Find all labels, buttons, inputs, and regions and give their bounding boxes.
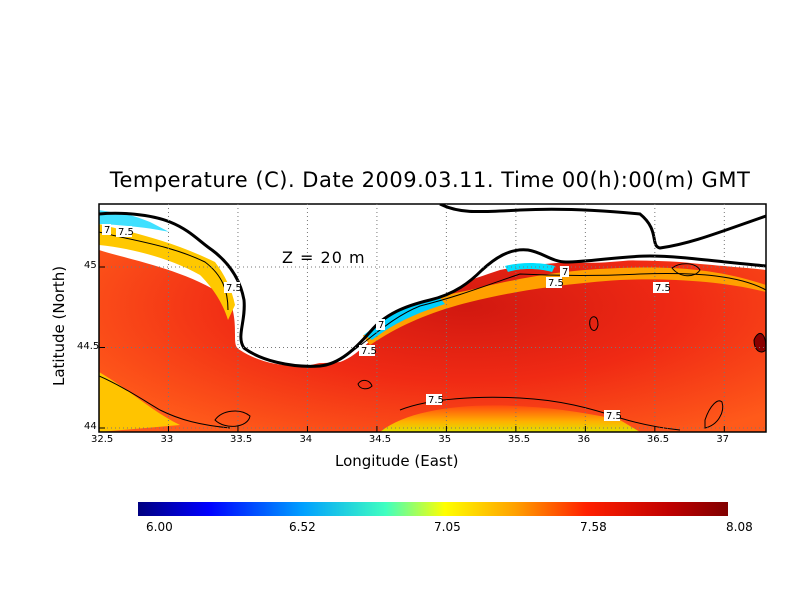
contour-label-box (102, 224, 111, 235)
contour-label: 7 (562, 267, 568, 278)
x-tick-label: 33 (160, 434, 174, 445)
contour-label: 7.5 (548, 278, 564, 289)
contour-7-5-south (99, 375, 681, 431)
contour-label: 7 (104, 225, 110, 236)
contour-label-box (546, 277, 562, 288)
x-tick-label: 34 (299, 434, 313, 445)
x-tick-label: 34.5 (368, 434, 392, 445)
contour-label: 7.5 (606, 411, 622, 422)
x-tick-label: 35 (438, 434, 452, 445)
colorbar-label: 7.05 (434, 520, 461, 534)
contour-label-box (604, 410, 620, 421)
x-tick-label: 37 (716, 434, 730, 445)
colorbar-label: 8.08 (726, 520, 753, 534)
colorbar-label: 6.00 (146, 520, 173, 534)
contour-label-box (224, 282, 240, 293)
northern-cool-band (360, 267, 766, 345)
y-tick-label: 44.5 (77, 340, 100, 352)
colorbar (138, 502, 728, 516)
y-tick-marks (99, 266, 105, 429)
y-tick-label: 44 (84, 421, 97, 432)
y-axis-title: Latitude (North) (50, 265, 68, 386)
contour-label-box (116, 226, 132, 237)
x-tick-label: 35.5 (507, 434, 531, 445)
contour-label: 7.5 (655, 283, 671, 294)
contour-label-box (359, 345, 375, 356)
map-title: Temperature (C). Date 2009.03.11. Time 0… (109, 168, 751, 192)
southern-cool-band (99, 372, 180, 432)
contour-label: 7.5 (361, 346, 377, 357)
x-axis-title: Longitude (East) (335, 452, 459, 470)
coastline (99, 211, 766, 368)
x-tick-label: 33.5 (229, 434, 253, 445)
contour-label-box (653, 282, 669, 293)
southern-cool-band-2 (380, 405, 640, 432)
depth-annotation: Z = 20 m (282, 248, 366, 267)
contour-label: 7.5 (428, 395, 444, 406)
contour-label: 7 (378, 320, 384, 331)
x-tick-label: 36.5 (646, 434, 670, 445)
crimea-land (99, 204, 766, 366)
x-tick-marks (98, 426, 725, 432)
contour-label: 7.5 (118, 227, 134, 238)
plot-frame (98, 203, 767, 433)
contour-label-box (426, 394, 442, 405)
azov-coastline (439, 204, 766, 250)
contour-label-box (376, 319, 385, 330)
contour-label: 7.5 (226, 283, 242, 294)
colorbar-label: 6.52 (289, 520, 316, 534)
colorbar-label: 7.58 (580, 520, 607, 534)
y-tick-label: 45 (84, 260, 97, 271)
x-tick-label: 32.5 (91, 434, 114, 445)
x-tick-label: 36 (577, 434, 591, 445)
contour-label-box (560, 266, 569, 277)
